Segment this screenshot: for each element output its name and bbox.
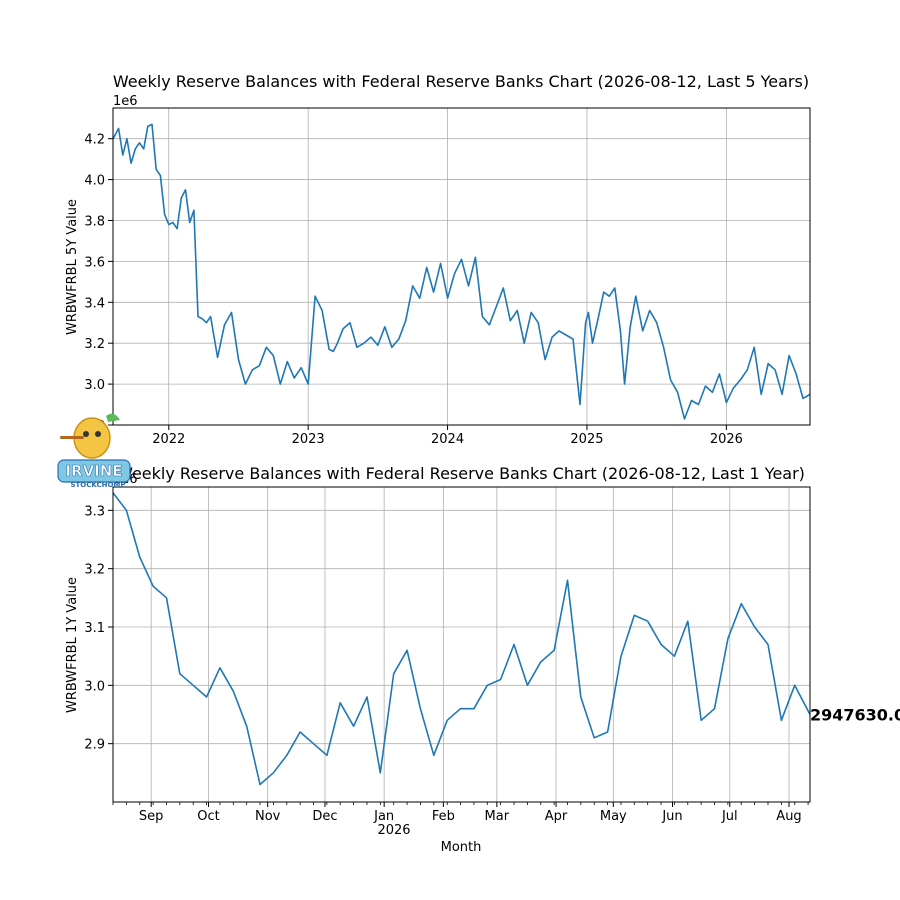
y-tick-label: 3.0 — [84, 378, 105, 393]
x-tick-label: Nov — [255, 809, 281, 824]
x-tick-label: 2022 — [152, 432, 185, 447]
plot-frame-1y — [112, 486, 811, 803]
last-value-label: 2947630.00 — [810, 706, 900, 725]
y-tick-label: 3.0 — [84, 679, 105, 694]
y-tick-label: 2.9 — [84, 738, 105, 753]
x-tick-label: Oct — [197, 809, 219, 824]
y-tick-label: 3.1 — [84, 621, 105, 636]
x-tick-label: Apr — [545, 809, 568, 824]
logo-subtext: STOCKCHOMP — [70, 481, 125, 489]
x-tick-label: 2026 — [710, 432, 743, 447]
x-tick-label: 2024 — [431, 432, 464, 447]
logo-text: IRVINE — [65, 462, 122, 480]
plot-frame-5y — [112, 107, 811, 426]
x-tick-label: Feb — [432, 809, 455, 824]
series-line-1y — [112, 492, 811, 786]
x-tick-label: Aug — [776, 809, 801, 824]
x-tick-label: 2023 — [292, 432, 325, 447]
x-year-label-1y: 2026 — [377, 823, 410, 838]
chart-title-5y: Weekly Reserve Balances with Federal Res… — [113, 72, 809, 91]
x-tick-label: Mar — [485, 809, 510, 824]
y-axis-label-5y: WRBWFRBL 5Y Value — [65, 199, 80, 335]
y-tick-label: 3.8 — [84, 214, 105, 229]
y-tick-label: 3.2 — [84, 563, 105, 578]
x-tick-label: 2025 — [570, 432, 603, 447]
x-tick-label: Jun — [661, 809, 682, 824]
y-axis-label-1y: WRBWFRBL 1Y Value — [65, 577, 80, 713]
x-axis-label-1y: Month — [441, 840, 482, 855]
series-line-5y — [112, 123, 811, 420]
y-multiplier-5y: 1e6 — [113, 94, 138, 109]
panel-5y: Weekly Reserve Balances with Federal Res… — [65, 72, 811, 447]
y-tick-label: 3.3 — [84, 504, 105, 519]
y-tick-label: 3.6 — [84, 255, 105, 270]
y-tick-label: 3.2 — [84, 337, 105, 352]
panel-1y: Weekly Reserve Balances with Federal Res… — [65, 464, 900, 855]
y-tick-label: 4.2 — [84, 133, 105, 148]
x-tick-label: Jan — [373, 809, 394, 824]
x-tick-label: Dec — [312, 809, 337, 824]
x-tick-label: Jul — [721, 809, 738, 824]
y-tick-label: 3.4 — [84, 296, 105, 311]
irvine-stockchomp-logo: IRVINE STOCKCHOMP — [57, 413, 131, 489]
y-tick-label: 4.0 — [84, 174, 105, 189]
x-tick-label: May — [600, 809, 627, 824]
chart-title-1y: Weekly Reserve Balances with Federal Res… — [117, 464, 805, 483]
x-tick-label: Sep — [139, 809, 164, 824]
